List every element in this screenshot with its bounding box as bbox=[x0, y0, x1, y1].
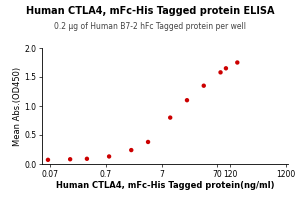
Point bbox=[218, 71, 223, 74]
Point bbox=[85, 157, 89, 160]
Point bbox=[201, 84, 206, 87]
Point bbox=[129, 148, 134, 152]
Point bbox=[168, 116, 172, 119]
Text: Human CTLA4, mFc-His Tagged protein ELISA: Human CTLA4, mFc-His Tagged protein ELIS… bbox=[26, 6, 274, 16]
Text: 0.2 μg of Human B7-2 hFc Tagged protein per well: 0.2 μg of Human B7-2 hFc Tagged protein … bbox=[54, 22, 246, 31]
Point bbox=[224, 67, 228, 70]
Point bbox=[235, 61, 240, 64]
Point bbox=[184, 99, 189, 102]
Point bbox=[146, 140, 150, 144]
X-axis label: Human CTLA4, mFc-His Tagged protein(ng/ml): Human CTLA4, mFc-His Tagged protein(ng/m… bbox=[56, 181, 274, 190]
Point bbox=[68, 158, 73, 161]
Point bbox=[107, 155, 112, 158]
Y-axis label: Mean Abs.(OD450): Mean Abs.(OD450) bbox=[13, 66, 22, 146]
Point bbox=[46, 158, 50, 161]
